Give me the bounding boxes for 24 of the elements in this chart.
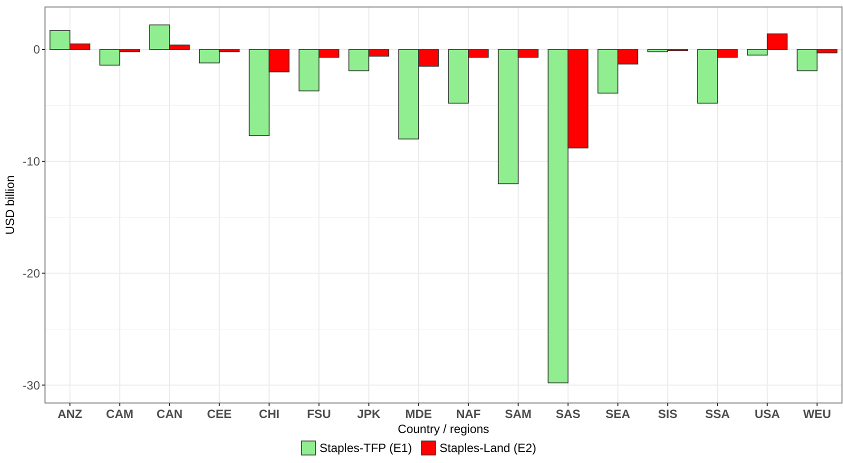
x-tick-label: FSU <box>306 407 331 421</box>
x-tick-label: SSA <box>705 407 730 421</box>
x-tick-label: CAM <box>106 407 134 421</box>
x-tick-label: NAF <box>456 407 481 421</box>
x-tick-label: SAS <box>556 407 580 421</box>
x-tick-label: CHI <box>258 407 280 421</box>
y-tick-label: -20 <box>22 266 40 280</box>
y-tick-label: -30 <box>22 378 40 392</box>
x-tick-label: MDE <box>405 407 432 421</box>
x-tick-label: USA <box>754 407 780 421</box>
legend-label: Staples-Land (E2) <box>440 441 536 456</box>
x-tick-label: ANZ <box>58 407 82 421</box>
x-tick-label: JPK <box>357 407 381 421</box>
y-tick-label: -10 <box>22 154 40 169</box>
x-tick-label: WEU <box>803 407 832 421</box>
y-tick-label: 0 <box>33 42 40 57</box>
x-tick-label: CAN <box>156 407 183 421</box>
x-tick-label: SEA <box>606 407 631 421</box>
x-axis-title: Country / regions <box>398 422 490 436</box>
x-tick-label: CEE <box>207 407 232 421</box>
x-tick-label: SIS <box>658 407 678 421</box>
x-tick-label: SAM <box>504 407 532 421</box>
y-axis-title: USD billion <box>3 175 17 235</box>
legend-label: Staples-TFP (E1) <box>320 441 412 456</box>
